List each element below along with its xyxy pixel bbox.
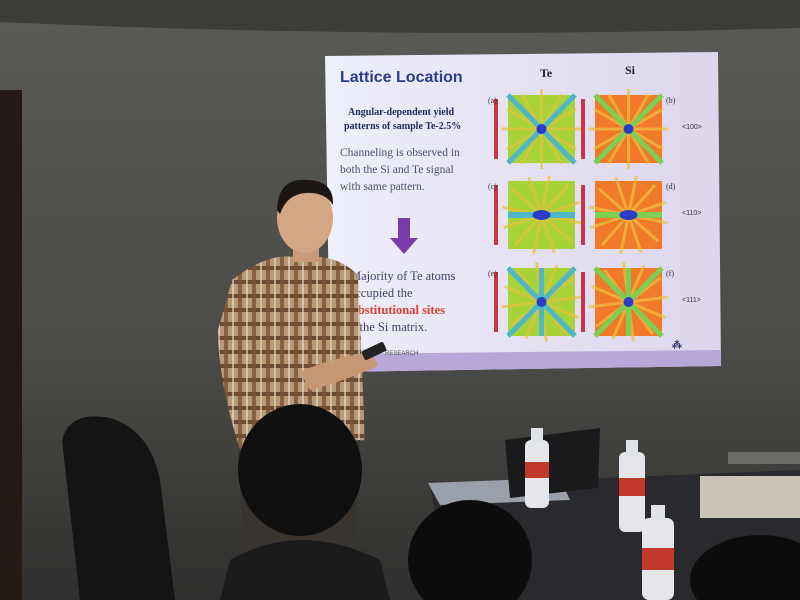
axis-label: <111> [682, 297, 701, 304]
audience-head [408, 500, 532, 600]
axis-label: <100> [682, 124, 702, 131]
column-label: Si [625, 63, 636, 77]
channel-center [532, 210, 551, 220]
colorbar [494, 99, 498, 159]
colorbar [581, 99, 585, 159]
pattern-ray [628, 295, 669, 304]
bottle-label [525, 462, 549, 478]
panel-label: (f) [666, 269, 674, 278]
ceiling [0, 0, 800, 33]
colorbar [494, 185, 498, 245]
laptop [505, 428, 600, 498]
pattern-ray [501, 300, 542, 309]
bottle-cap [626, 440, 638, 454]
slide-title: Lattice Location [340, 69, 463, 86]
pattern-ray [627, 300, 666, 319]
pattern-ray [541, 295, 582, 304]
pattern-ray [504, 285, 543, 304]
pattern-ray [627, 213, 660, 243]
channel-center [623, 297, 634, 307]
body-text: Channeling is observed in [340, 147, 460, 159]
audience-head [238, 404, 362, 536]
conclusion-text: occupied the [349, 286, 413, 300]
colorbar [581, 272, 585, 332]
panel-label: (e) [488, 269, 497, 278]
bottle [642, 505, 674, 600]
pattern-ray [597, 187, 630, 217]
panel-label: (b) [666, 96, 676, 105]
channel-center [536, 297, 547, 307]
pattern-ray [510, 187, 543, 217]
device [728, 452, 800, 464]
pattern-ray [588, 300, 629, 309]
panel-label: (a) [488, 96, 497, 105]
pattern-ray [527, 176, 543, 216]
channel-center [619, 210, 638, 220]
subtitle: patterns of sample Te-2.5% [344, 121, 461, 132]
hair [277, 179, 334, 214]
column-label: Te [540, 66, 553, 80]
face [277, 183, 333, 253]
bottle-cap [531, 428, 543, 442]
pattern-ray [540, 213, 573, 243]
audience [62, 404, 800, 600]
yield-patterns: (a) (b) <100> (c) (d) <110> (e) (f) <111> [488, 89, 702, 342]
pattern-ray [540, 214, 556, 254]
bottle-label [619, 478, 645, 496]
channel-center [536, 124, 547, 134]
body-text: with same pattern. [340, 181, 425, 193]
channel-center [623, 124, 634, 134]
pattern-ray [591, 285, 630, 304]
phone [361, 342, 387, 360]
pattern-ray [540, 175, 551, 216]
colorbar [494, 272, 498, 332]
bottle-label [642, 548, 674, 570]
box [700, 476, 800, 518]
panel-label: (d) [666, 182, 676, 191]
pattern-ray [532, 214, 543, 255]
pattern-ray [627, 184, 657, 216]
audience-shoulders [220, 540, 390, 600]
pattern-ray [540, 184, 570, 216]
pattern-ray [627, 214, 643, 254]
bottle-cap [651, 505, 665, 520]
bottle [525, 428, 549, 508]
pattern-ray [540, 300, 579, 319]
panel-label: (c) [488, 182, 497, 191]
pattern-ray [513, 214, 543, 246]
projected-slide: Lattice Location Te Si Angular-dependent… [325, 52, 721, 372]
highlight-text: substitutional sites [346, 303, 445, 317]
pattern-ray [619, 214, 630, 255]
footer-text: RESEARCH [385, 351, 418, 357]
down-arrow [390, 218, 418, 254]
pattern-ray [627, 175, 638, 216]
pattern-ray [600, 214, 630, 246]
axis-label: <110> [682, 210, 701, 217]
body-text: both the Si and Te signal [340, 164, 454, 176]
colorbar [581, 185, 585, 245]
chair [62, 416, 175, 600]
conclusion-text: Majority of Te atoms [350, 269, 456, 283]
conclusion-text: of the Si matrix. [346, 320, 427, 334]
bottle [619, 440, 645, 532]
pattern-ray [614, 176, 630, 216]
audience-head [690, 535, 800, 600]
logo: ⁂ [672, 339, 684, 351]
subtitle: Angular-dependent yield [348, 107, 454, 118]
slide-footer-bar [330, 350, 721, 372]
shirt [218, 256, 365, 450]
door-frame [0, 90, 22, 600]
arm [300, 352, 378, 390]
